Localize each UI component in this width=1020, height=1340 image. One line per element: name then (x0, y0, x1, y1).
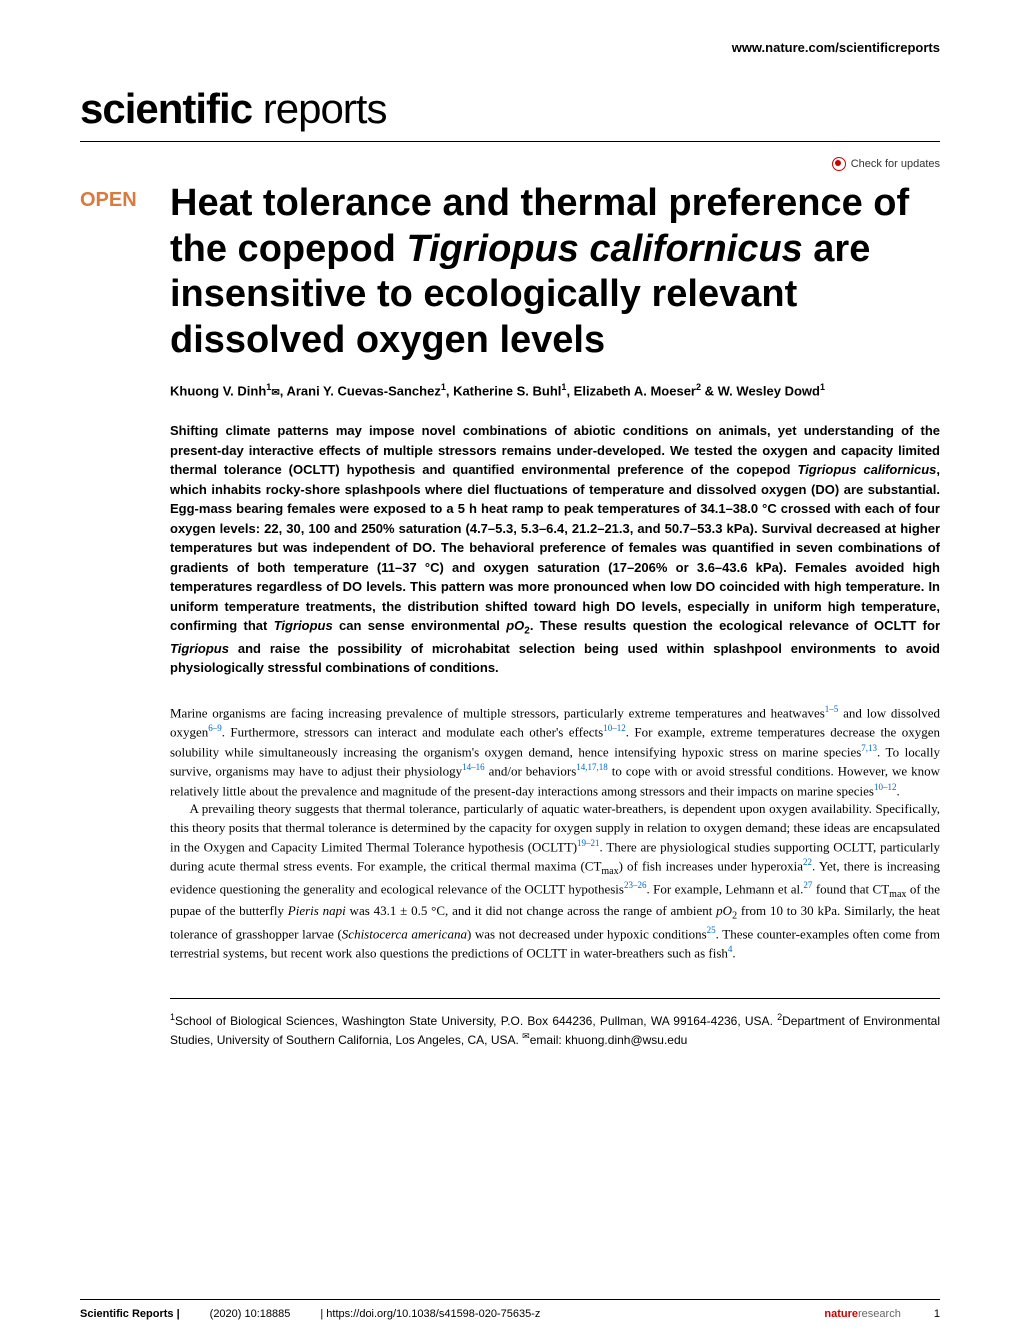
abstract: Shifting climate patterns may impose nov… (170, 421, 940, 678)
citation-ref[interactable]: 19–21 (577, 838, 600, 848)
citation-ref[interactable]: 10–12 (603, 723, 626, 733)
page-number: 1 (934, 1308, 940, 1320)
corresponding-email: email: khuong.dinh@wsu.edu (530, 1033, 688, 1047)
check-updates-label: Check for updates (851, 158, 940, 170)
footer-citation: (2020) 10:18885 (210, 1308, 291, 1320)
citation-ref[interactable]: 22 (803, 857, 812, 867)
check-updates-button[interactable]: Check for updates (80, 157, 940, 171)
citation-ref[interactable]: 7,13 (861, 743, 877, 753)
citation-ref[interactable]: 6–9 (208, 723, 222, 733)
citation-ref[interactable]: 14–16 (462, 762, 485, 772)
footer-journal: Scientific Reports | (80, 1308, 180, 1320)
affiliations-divider (170, 998, 940, 999)
email-icon: ✉ (522, 1031, 530, 1041)
affiliations: 1School of Biological Sciences, Washingt… (170, 1011, 940, 1049)
footer-doi: | https://doi.org/10.1038/s41598-020-756… (320, 1308, 540, 1320)
body-paragraph-2: A prevailing theory suggests that therma… (170, 800, 940, 962)
header-divider (80, 141, 940, 142)
citation-ref[interactable]: 1–5 (825, 704, 839, 714)
page-container: www.nature.com/scientificreports scienti… (0, 0, 1020, 1340)
logo-light: reports (263, 85, 387, 132)
page-footer: Scientific Reports | (2020) 10:18885 | h… (80, 1299, 940, 1320)
citation-ref[interactable]: 10–12 (874, 782, 897, 792)
citation-ref[interactable]: 14,17,18 (576, 762, 608, 772)
journal-logo: scientific reports (80, 85, 940, 133)
corresponding-author-icon: ✉ (271, 388, 279, 399)
nature-logo: natureresearch (824, 1308, 903, 1320)
citation-ref[interactable]: 25 (707, 925, 716, 935)
article-wrapper: OPEN Heat tolerance and thermal preferen… (80, 181, 940, 1049)
logo-bold: scientific (80, 85, 252, 132)
author-list: Khuong V. Dinh1✉, Arani Y. Cuevas-Sanche… (170, 381, 940, 401)
footer-left: Scientific Reports | (2020) 10:18885 | h… (80, 1308, 540, 1320)
citation-ref[interactable]: 23–26 (624, 880, 647, 890)
footer-right: natureresearch 1 (824, 1308, 940, 1320)
journal-url: www.nature.com/scientificreports (80, 40, 940, 55)
article-title: Heat tolerance and thermal preference of… (170, 181, 940, 363)
check-updates-icon (832, 157, 846, 171)
body-text: Marine organisms are facing increasing p… (170, 703, 940, 963)
body-paragraph-1: Marine organisms are facing increasing p… (170, 703, 940, 801)
open-access-badge: OPEN (80, 181, 150, 1049)
article-content: Heat tolerance and thermal preference of… (170, 181, 940, 1049)
